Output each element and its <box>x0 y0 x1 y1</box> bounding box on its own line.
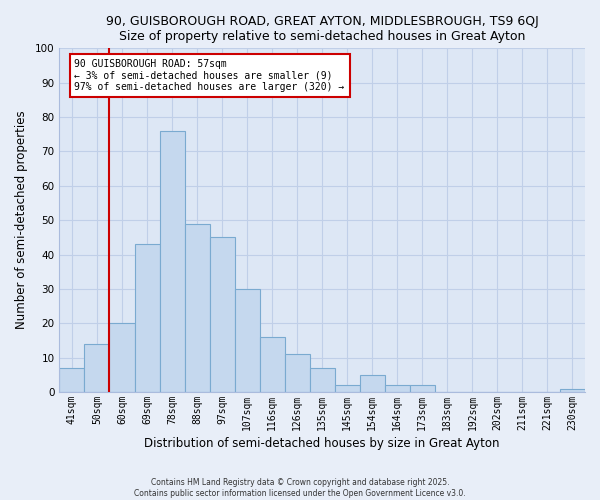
Bar <box>335 385 360 392</box>
Bar <box>235 289 260 392</box>
Bar <box>560 388 585 392</box>
Bar <box>185 224 209 392</box>
Bar <box>109 324 134 392</box>
Text: 90 GUISBOROUGH ROAD: 57sqm
← 3% of semi-detached houses are smaller (9)
97% of s: 90 GUISBOROUGH ROAD: 57sqm ← 3% of semi-… <box>74 58 344 92</box>
Y-axis label: Number of semi-detached properties: Number of semi-detached properties <box>15 111 28 330</box>
Bar <box>260 337 284 392</box>
Text: Contains HM Land Registry data © Crown copyright and database right 2025.
Contai: Contains HM Land Registry data © Crown c… <box>134 478 466 498</box>
Bar <box>59 368 85 392</box>
Bar <box>134 244 160 392</box>
Title: 90, GUISBOROUGH ROAD, GREAT AYTON, MIDDLESBROUGH, TS9 6QJ
Size of property relat: 90, GUISBOROUGH ROAD, GREAT AYTON, MIDDL… <box>106 15 539 43</box>
Bar <box>410 385 435 392</box>
Bar <box>284 354 310 392</box>
Bar <box>360 375 385 392</box>
Bar <box>160 131 185 392</box>
X-axis label: Distribution of semi-detached houses by size in Great Ayton: Distribution of semi-detached houses by … <box>145 437 500 450</box>
Bar <box>209 238 235 392</box>
Bar <box>310 368 335 392</box>
Bar <box>85 344 109 392</box>
Bar <box>385 385 410 392</box>
